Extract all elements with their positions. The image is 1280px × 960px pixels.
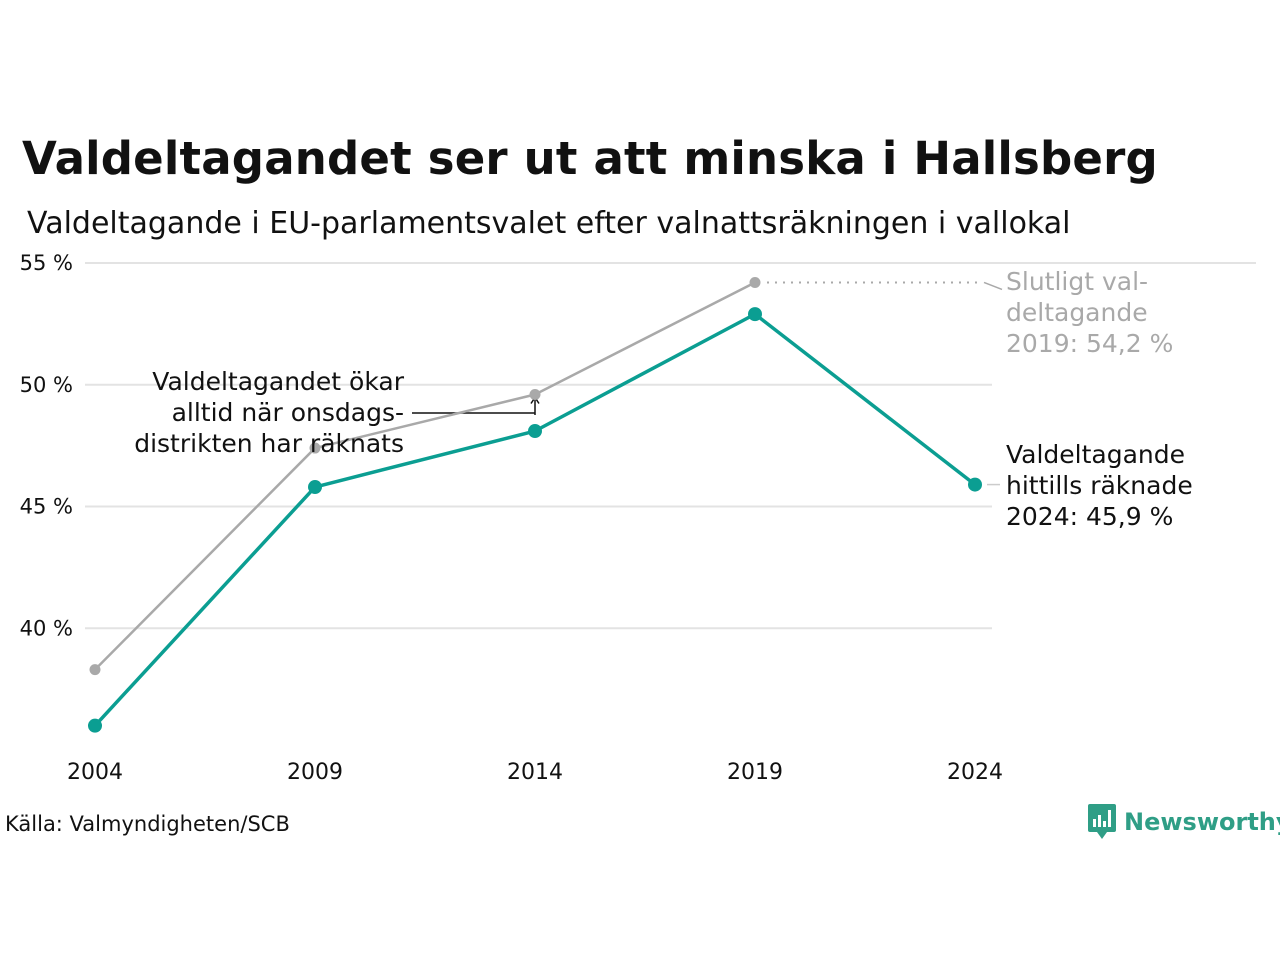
gridlines [85, 262, 1256, 630]
y-axis-ticks: 40 % 45 % 50 % 55 % [20, 251, 73, 640]
source-note: Källa: Valmyndigheten/SCB [5, 812, 290, 836]
brand-name: Newsworthy [1124, 808, 1280, 836]
data-points [88, 276, 982, 733]
y-tick-label: 55 % [20, 251, 73, 275]
y-tick-label: 40 % [20, 616, 73, 640]
x-axis-ticks: 2004 2009 2014 2019 2024 [67, 760, 1003, 785]
annotation-connectors [412, 281, 1003, 486]
y-tick-label: 45 % [20, 495, 73, 519]
chart-title: Valdeltagandet ser ut att minska i Halls… [22, 132, 1158, 185]
point-final [309, 442, 321, 454]
final-2019-label: 2019: 54,2 % [1006, 329, 1173, 358]
point-election_night [528, 424, 542, 439]
x-tick-label: 2009 [287, 760, 343, 785]
chart-subtitle: Valdeltagande i EU-parlamentsvalet efter… [27, 206, 1071, 241]
point-election_night [88, 718, 102, 733]
final-2019-label: Slutligt val- [1006, 267, 1148, 296]
wednesday-note-label: alltid när onsdags- [172, 398, 404, 427]
point-election_night [968, 477, 982, 492]
final-2019-leader-tail [983, 281, 1003, 291]
point-final [89, 664, 101, 676]
x-tick-label: 2019 [727, 760, 783, 785]
y-tick-label: 50 % [20, 373, 73, 397]
point-election_night [308, 480, 322, 495]
point-final [529, 388, 541, 400]
current-2024-label: hittills räknade [1006, 471, 1193, 500]
current-2024-label: Valdeltagande [1006, 440, 1185, 469]
wednesday-note-label: distrikten har räknats [134, 429, 404, 458]
final-2019-label: deltagande [1006, 298, 1148, 327]
current-2024-label: 2024: 45,9 % [1006, 502, 1173, 531]
x-tick-label: 2014 [507, 760, 563, 785]
newsworthy-logo: Newsworthy [1088, 804, 1280, 840]
wednesday-note-label: Valdeltagandet ökar [152, 367, 404, 396]
point-final [749, 276, 761, 288]
x-tick-label: 2004 [67, 760, 123, 785]
point-election_night [748, 307, 762, 322]
series-line-final [94, 281, 756, 671]
series-lines [93, 281, 977, 727]
bar-chart-speech-bubble-icon [1088, 804, 1116, 839]
x-tick-label: 2024 [947, 760, 1003, 785]
